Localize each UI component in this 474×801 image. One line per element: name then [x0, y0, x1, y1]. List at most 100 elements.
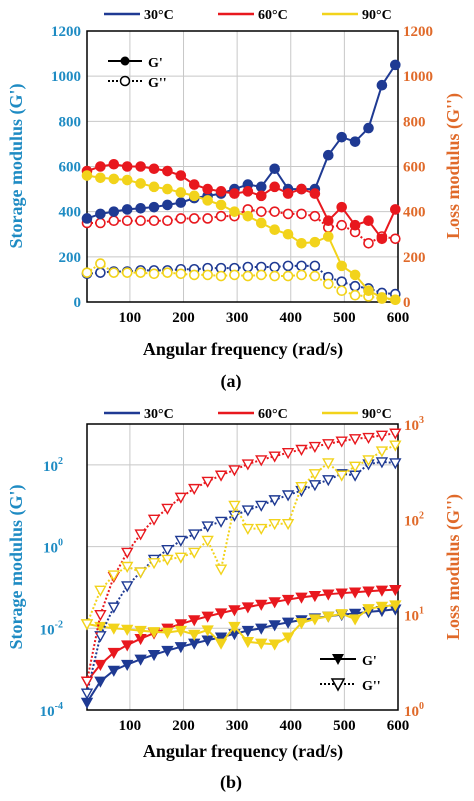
series-90-c-g-double-prime-b	[80, 440, 402, 631]
data-point	[148, 201, 160, 213]
legend-label-30c-b: 30°C	[144, 407, 174, 422]
data-point	[95, 208, 106, 220]
legend-top-a: 30°C 60°C 90°C	[104, 8, 392, 23]
data-point	[335, 470, 348, 482]
data-point	[95, 217, 106, 229]
data-point	[215, 270, 227, 282]
data-point	[255, 623, 268, 635]
data-point	[201, 535, 214, 547]
data-point	[108, 206, 120, 217]
series-line	[86, 608, 396, 703]
y-right-tick-label: 200	[403, 250, 426, 266]
series-line	[86, 432, 396, 682]
grid-b	[87, 424, 398, 710]
data-point	[308, 441, 322, 453]
data-point	[376, 292, 388, 303]
data-point	[214, 470, 228, 482]
data-point	[268, 620, 281, 632]
data-point	[309, 188, 321, 199]
data-point	[389, 600, 402, 612]
data-point	[241, 505, 255, 517]
y-left-tick-label: 600	[59, 160, 82, 176]
data-point	[295, 481, 308, 494]
data-point	[296, 208, 307, 220]
legend-label-60c-a: 60°C	[258, 8, 288, 23]
data-point	[228, 621, 241, 634]
data-point	[241, 523, 255, 536]
series-line	[86, 262, 396, 301]
data-point	[215, 210, 227, 222]
series-line	[86, 604, 396, 646]
y-left-tick-label: 400	[59, 205, 82, 221]
data-point	[282, 260, 294, 272]
legend-label-30c-a: 30°C	[144, 8, 174, 23]
data-point	[95, 172, 106, 184]
data-point	[308, 614, 322, 626]
series-group-a	[81, 59, 401, 306]
data-point	[390, 294, 401, 306]
data-point	[349, 289, 361, 301]
data-point	[322, 215, 334, 226]
data-point	[188, 179, 200, 190]
data-point	[269, 261, 280, 273]
data-point	[135, 161, 146, 172]
data-point	[188, 615, 201, 627]
data-point	[121, 547, 134, 559]
series-60-c-g-prime-a	[81, 158, 401, 245]
x-tick-label: 500	[333, 718, 356, 734]
data-point	[348, 614, 362, 626]
x-tick-label: 300	[226, 310, 249, 326]
data-point	[242, 210, 254, 222]
data-point	[201, 521, 214, 533]
x-tick-label: 100	[119, 718, 142, 734]
data-point	[295, 618, 308, 630]
data-point	[201, 476, 214, 488]
data-point	[335, 609, 348, 621]
data-point	[268, 597, 281, 609]
data-point	[228, 605, 241, 617]
y-left-tick-labels-b: 10-4 10-2 100 102	[40, 456, 63, 720]
data-point	[255, 455, 268, 467]
data-point	[229, 206, 240, 217]
data-point	[80, 619, 94, 631]
data-point	[162, 215, 173, 226]
y-left-tick-label: 102	[43, 456, 63, 475]
data-point	[268, 518, 281, 531]
data-point	[175, 197, 187, 208]
data-point	[348, 587, 362, 599]
data-point	[349, 219, 361, 231]
y-left-tick-labels-a: 0 200 400 600 800 1000 1200	[51, 24, 81, 311]
data-point	[174, 625, 188, 638]
data-point	[362, 455, 375, 467]
data-point	[175, 187, 187, 198]
data-point	[80, 688, 94, 700]
y-right-tick-label: 100	[404, 701, 424, 720]
data-point	[214, 564, 228, 576]
data-point	[336, 131, 347, 143]
data-point	[147, 627, 161, 639]
data-point	[335, 588, 348, 600]
data-point	[309, 210, 321, 222]
data-point	[121, 659, 134, 671]
data-point	[80, 697, 94, 709]
data-point	[229, 269, 240, 281]
y-right-tick-labels-a: 0 200 400 600 800 1000 1200	[403, 24, 433, 311]
data-point	[389, 440, 402, 452]
data-point	[296, 269, 307, 281]
y-left-tick-label: 100	[43, 538, 63, 557]
data-point	[282, 270, 294, 282]
data-point	[108, 215, 120, 226]
data-point	[296, 237, 307, 249]
series-line	[86, 444, 396, 625]
legend-marker-g-prime-b	[332, 654, 344, 665]
data-point	[322, 231, 334, 242]
series-line	[86, 460, 396, 694]
data-point	[336, 260, 347, 272]
data-point	[174, 552, 188, 564]
data-point	[214, 638, 228, 650]
y-right-axis-label-a: Loss modulus (G'')	[443, 93, 464, 239]
data-point	[390, 204, 401, 215]
x-tick-label: 300	[226, 718, 249, 734]
data-point	[375, 457, 389, 469]
